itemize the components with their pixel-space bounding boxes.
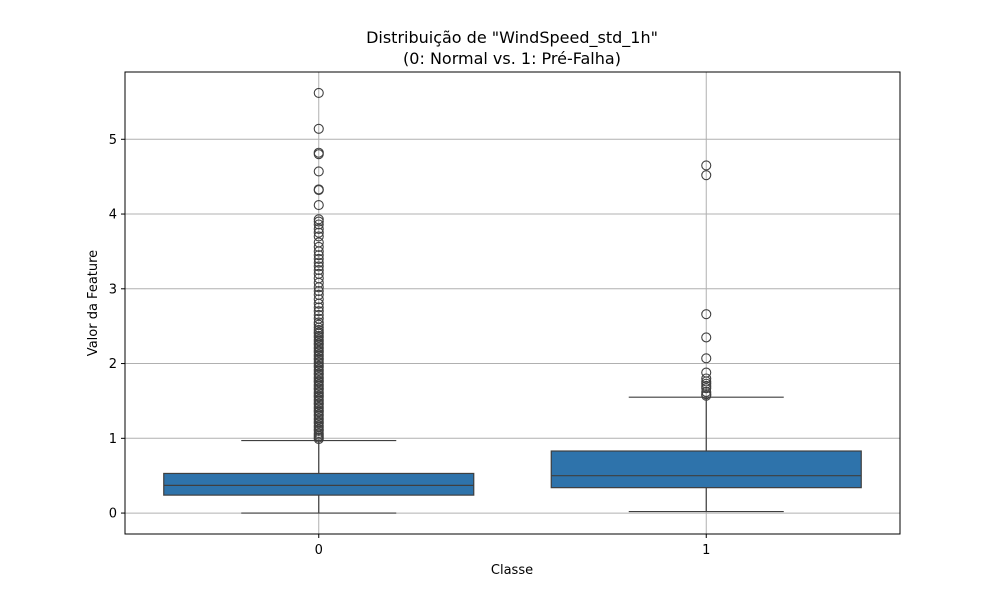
- outlier-point: [701, 390, 712, 401]
- outlier-point: [313, 298, 324, 309]
- outlier-point: [313, 166, 324, 177]
- outlier-point: [313, 227, 324, 238]
- y-axis-ticks: 0 1 2 3 4 5: [109, 133, 125, 522]
- outlier-point: [313, 282, 324, 293]
- outlier-point: [313, 219, 324, 230]
- outlier-point: [313, 265, 324, 276]
- y-tick-label: 3: [109, 282, 117, 297]
- outlier-point: [313, 309, 324, 321]
- outlier-point: [313, 294, 324, 305]
- plot-area-frame: [124, 71, 901, 535]
- outlier-point: [313, 285, 324, 297]
- outlier-point: [313, 261, 324, 272]
- box-group-1: [550, 160, 862, 513]
- y-tick-label: 0: [109, 507, 117, 522]
- outlier-point: [701, 332, 712, 343]
- y-tick-label: 2: [109, 357, 117, 372]
- outlier-point: [313, 302, 324, 313]
- outlier-point: [313, 241, 324, 252]
- outlier-point: [313, 185, 324, 196]
- x-axis-label: Classe: [491, 563, 533, 578]
- x-tick-label: 0: [315, 543, 323, 558]
- grid-lines: [125, 72, 900, 534]
- outlier-point: [313, 434, 324, 445]
- outlier-point: [313, 231, 324, 242]
- outlier-point: [313, 253, 324, 264]
- y-axis-label: Valor da Feature: [86, 250, 101, 356]
- outlier-point: [701, 383, 712, 394]
- outlier-point: [701, 373, 712, 384]
- outlier-point: [313, 87, 324, 98]
- outlier-point: [701, 160, 712, 171]
- x-tick-label: 1: [702, 543, 710, 558]
- outlier-point: [313, 123, 324, 134]
- outlier-point: [313, 277, 324, 288]
- outlier-point: [313, 216, 324, 227]
- outlier-point: [313, 306, 324, 317]
- box-group-0: [163, 87, 475, 514]
- box-plots: [163, 87, 862, 514]
- y-tick-label: 1: [109, 432, 117, 447]
- outlier-point: [701, 170, 712, 181]
- box-iqr: [550, 450, 862, 489]
- box-iqr: [163, 472, 475, 496]
- y-tick-label: 4: [109, 208, 117, 223]
- outlier-point: [701, 353, 712, 364]
- outlier-point: [313, 246, 324, 257]
- y-tick-label: 5: [109, 133, 117, 148]
- chart-title-line-2: (0: Normal vs. 1: Pré-Falha): [403, 49, 621, 68]
- outlier-point: [313, 257, 324, 268]
- outlier-point: [313, 149, 324, 160]
- outlier-point: [313, 223, 324, 235]
- chart-title-line-1: Distribuição de "WindSpeed_std_1h": [366, 28, 658, 48]
- outlier-point: [701, 309, 712, 320]
- outlier-point: [313, 200, 324, 211]
- outlier-point: [313, 250, 324, 261]
